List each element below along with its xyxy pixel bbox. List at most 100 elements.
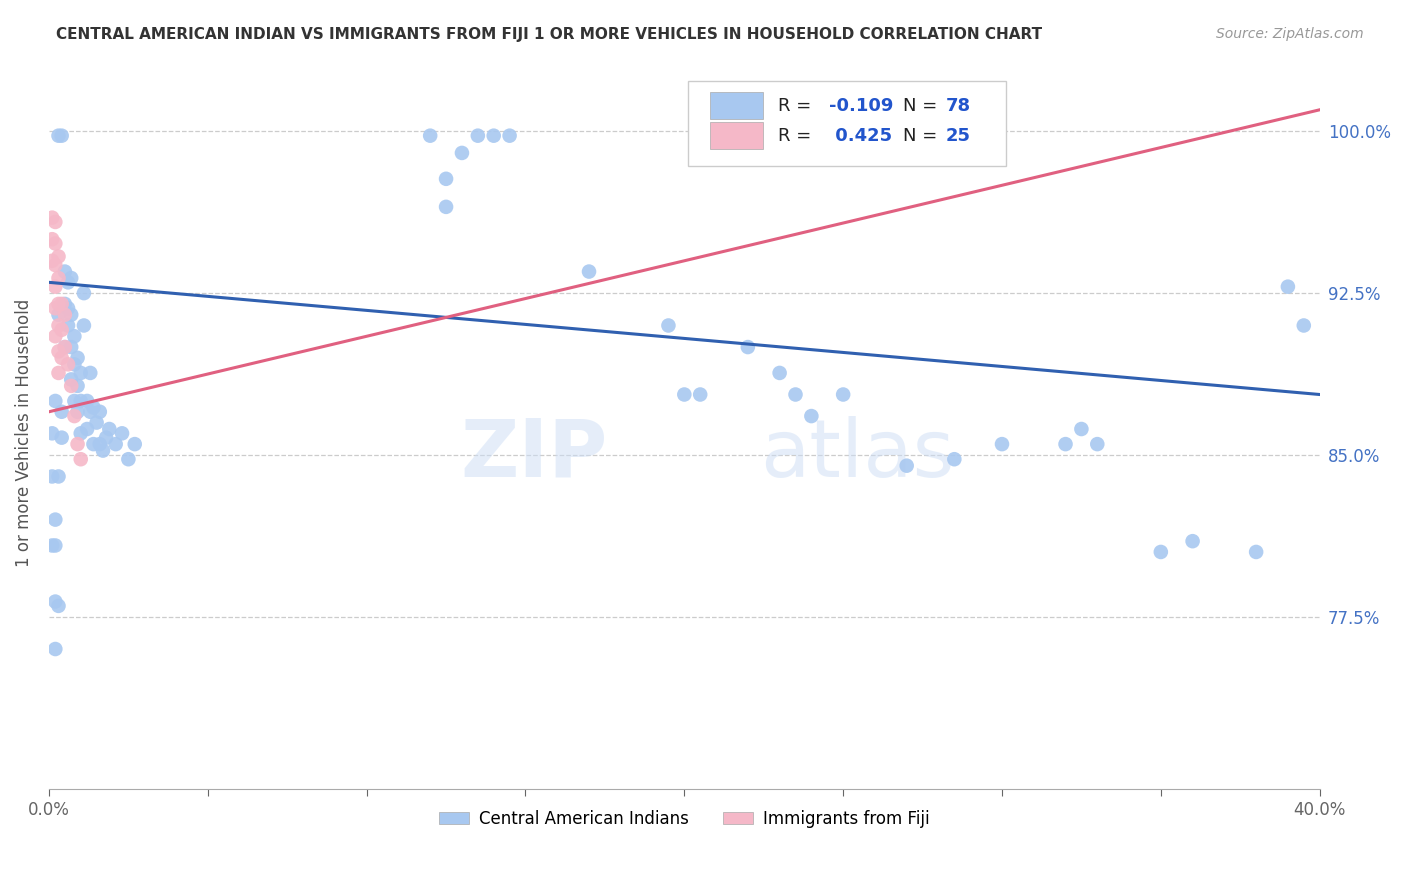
- Point: [56, 318, 79, 333]
- Point: [51, 431, 73, 445]
- Point: [53, 340, 76, 354]
- Point: [41, 253, 63, 268]
- Point: [76, 422, 98, 436]
- Point: [73, 318, 96, 333]
- Point: [41, 211, 63, 225]
- Point: [44, 279, 66, 293]
- Point: [1181, 534, 1204, 549]
- Point: [79, 405, 101, 419]
- Point: [60, 379, 83, 393]
- Point: [800, 409, 823, 423]
- Point: [60, 271, 83, 285]
- Point: [41, 232, 63, 246]
- Point: [63, 357, 86, 371]
- Point: [66, 405, 89, 419]
- Point: [896, 458, 918, 473]
- Point: [1070, 422, 1092, 436]
- Text: atlas: atlas: [761, 416, 955, 493]
- Point: [689, 387, 711, 401]
- Point: [737, 340, 759, 354]
- Point: [60, 308, 83, 322]
- Text: CENTRAL AMERICAN INDIAN VS IMMIGRANTS FROM FIJI 1 OR MORE VEHICLES IN HOUSEHOLD : CENTRAL AMERICAN INDIAN VS IMMIGRANTS FR…: [56, 27, 1042, 42]
- Point: [434, 171, 457, 186]
- Point: [60, 372, 83, 386]
- Text: ZIP: ZIP: [461, 416, 607, 493]
- Point: [943, 452, 966, 467]
- Point: [44, 394, 66, 409]
- Point: [41, 539, 63, 553]
- Point: [53, 264, 76, 278]
- Point: [44, 539, 66, 553]
- Point: [44, 301, 66, 316]
- Point: [768, 366, 790, 380]
- Point: [117, 452, 139, 467]
- Point: [44, 513, 66, 527]
- FancyBboxPatch shape: [688, 81, 1005, 167]
- Point: [578, 264, 600, 278]
- Point: [51, 405, 73, 419]
- Point: [76, 394, 98, 409]
- Point: [63, 394, 86, 409]
- Point: [63, 329, 86, 343]
- Point: [41, 469, 63, 483]
- Point: [1277, 279, 1299, 293]
- FancyBboxPatch shape: [710, 122, 763, 149]
- Point: [111, 426, 134, 441]
- Point: [91, 443, 114, 458]
- Point: [48, 599, 70, 613]
- Point: [434, 200, 457, 214]
- Point: [89, 405, 111, 419]
- Point: [82, 437, 104, 451]
- Point: [44, 594, 66, 608]
- Legend: Central American Indians, Immigrants from Fiji: Central American Indians, Immigrants fro…: [433, 803, 936, 834]
- Point: [69, 452, 91, 467]
- Point: [48, 469, 70, 483]
- Point: [56, 276, 79, 290]
- Point: [48, 366, 70, 380]
- Text: -0.109: -0.109: [830, 97, 894, 115]
- Point: [56, 301, 79, 316]
- Point: [657, 318, 679, 333]
- Point: [60, 340, 83, 354]
- Point: [1292, 318, 1315, 333]
- Point: [451, 145, 474, 160]
- Point: [104, 437, 127, 451]
- Point: [44, 215, 66, 229]
- Text: R =: R =: [779, 97, 817, 115]
- Point: [51, 128, 73, 143]
- Text: Source: ZipAtlas.com: Source: ZipAtlas.com: [1216, 27, 1364, 41]
- Point: [51, 297, 73, 311]
- Point: [48, 128, 70, 143]
- Point: [66, 379, 89, 393]
- Point: [41, 426, 63, 441]
- Point: [48, 318, 70, 333]
- Point: [48, 297, 70, 311]
- Point: [1054, 437, 1077, 451]
- Point: [56, 357, 79, 371]
- Point: [48, 308, 70, 322]
- Point: [467, 128, 489, 143]
- Point: [79, 366, 101, 380]
- Point: [66, 437, 89, 451]
- Point: [124, 437, 146, 451]
- Point: [1150, 545, 1173, 559]
- Point: [69, 426, 91, 441]
- Point: [1085, 437, 1108, 451]
- Point: [991, 437, 1014, 451]
- Text: R =: R =: [779, 127, 817, 145]
- Point: [98, 422, 121, 436]
- Point: [498, 128, 520, 143]
- Point: [673, 387, 696, 401]
- Point: [44, 642, 66, 657]
- Point: [53, 340, 76, 354]
- Point: [89, 437, 111, 451]
- Text: N =: N =: [903, 127, 943, 145]
- Point: [86, 416, 108, 430]
- Point: [832, 387, 855, 401]
- Point: [419, 128, 441, 143]
- Point: [69, 394, 91, 409]
- Text: 0.425: 0.425: [830, 127, 893, 145]
- Point: [48, 271, 70, 285]
- Point: [66, 351, 89, 365]
- Point: [73, 286, 96, 301]
